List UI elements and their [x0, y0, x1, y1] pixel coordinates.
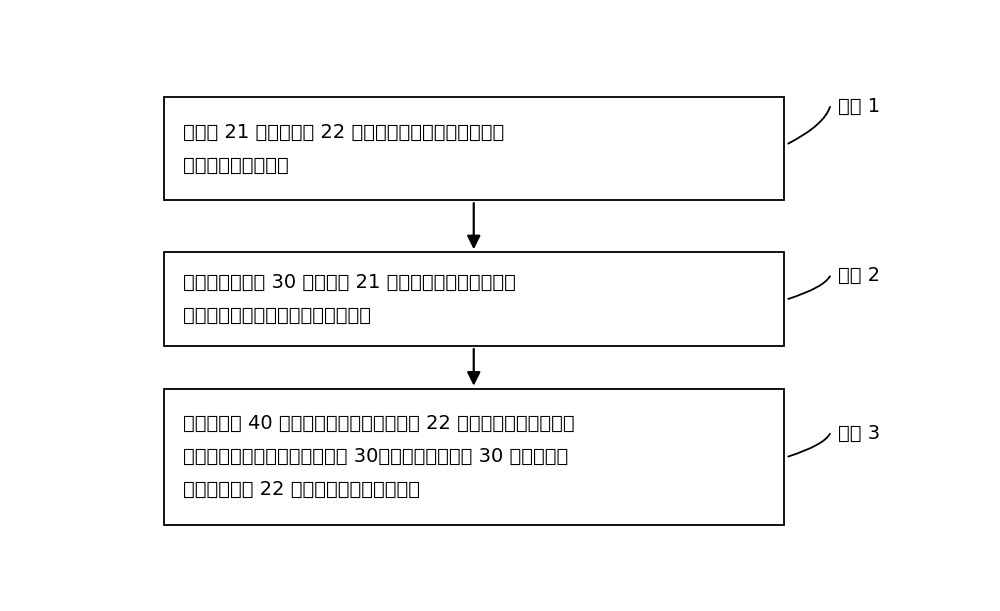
- Text: 收温度和电流数据，上报汇总数据；: 收温度和电流数据，上报汇总数据；: [183, 306, 371, 325]
- Text: 云计算平台 40 基于汇总数据完成电解电容 22 的推算寿命的运算，并: 云计算平台 40 基于汇总数据完成电解电容 22 的推算寿命的运算，并: [183, 414, 575, 433]
- Text: 步骤 1: 步骤 1: [838, 97, 880, 115]
- Bar: [164, 97, 784, 200]
- Text: 云多联管理平台 30 对室外机 21 进行中心控制和管理，接: 云多联管理平台 30 对室外机 21 进行中心控制和管理，接: [183, 273, 516, 292]
- Bar: [164, 389, 784, 525]
- Text: 下发推算寿命到云多联管理平台 30，云多联管理平台 30 根据推算寿: 下发推算寿命到云多联管理平台 30，云多联管理平台 30 根据推算寿: [183, 447, 568, 466]
- Text: 步骤 3: 步骤 3: [838, 424, 880, 443]
- Bar: [164, 252, 784, 346]
- Text: 室外机 21 对电解电容 22 进行温度数据实时采集，上报: 室外机 21 对电解电容 22 进行温度数据实时采集，上报: [183, 123, 504, 142]
- Text: 命对电解电容 22 进行实时监控和寿命预警: 命对电解电容 22 进行实时监控和寿命预警: [183, 480, 420, 499]
- Text: 温度数据和电流数据: 温度数据和电流数据: [183, 156, 289, 175]
- Text: 步骤 2: 步骤 2: [838, 266, 880, 285]
